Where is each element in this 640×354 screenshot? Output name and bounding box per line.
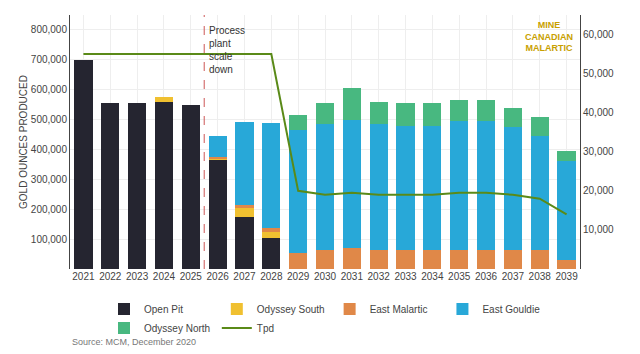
svg-text:2026: 2026 <box>207 271 230 282</box>
svg-text:East Gouldie: East Gouldie <box>482 304 540 315</box>
svg-text:2032: 2032 <box>368 271 391 282</box>
svg-text:600,000: 600,000 <box>31 84 68 95</box>
svg-text:2036: 2036 <box>475 271 498 282</box>
svg-text:10,000: 10,000 <box>583 224 614 235</box>
svg-text:2033: 2033 <box>394 271 417 282</box>
svg-text:2025: 2025 <box>180 271 203 282</box>
svg-text:East Malartic: East Malartic <box>370 304 428 315</box>
svg-text:700,000: 700,000 <box>31 54 68 65</box>
svg-text:2029: 2029 <box>287 271 310 282</box>
svg-text:2021: 2021 <box>72 271 95 282</box>
svg-text:2038: 2038 <box>529 271 552 282</box>
svg-text:2035: 2035 <box>448 271 471 282</box>
svg-text:60,000: 60,000 <box>583 29 614 40</box>
svg-text:MINECANADIANMALARTIC: MINECANADIANMALARTIC <box>525 20 573 53</box>
svg-text:2034: 2034 <box>421 271 444 282</box>
svg-text:2028: 2028 <box>260 271 283 282</box>
svg-text:Processplantscaledown: Processplantscaledown <box>209 25 245 75</box>
svg-text:50,000: 50,000 <box>583 68 614 79</box>
svg-text:2037: 2037 <box>502 271 525 282</box>
svg-text:2022: 2022 <box>99 271 122 282</box>
svg-text:Odyssey North: Odyssey North <box>144 323 210 334</box>
svg-text:40,000: 40,000 <box>583 107 614 118</box>
svg-text:200,000: 200,000 <box>31 204 68 215</box>
svg-text:2024: 2024 <box>153 271 176 282</box>
svg-text:2031: 2031 <box>341 271 364 282</box>
svg-text:500,000: 500,000 <box>31 114 68 125</box>
svg-text:400,000: 400,000 <box>31 144 68 155</box>
svg-text:800,000: 800,000 <box>31 24 68 35</box>
svg-text:Source: MCM, December 2020: Source: MCM, December 2020 <box>72 337 196 347</box>
svg-text:2027: 2027 <box>233 271 256 282</box>
svg-text:300,000: 300,000 <box>31 174 68 185</box>
svg-text:GOLD OUNCES PRODUCED: GOLD OUNCES PRODUCED <box>18 75 29 209</box>
svg-text:Odyssey South: Odyssey South <box>257 304 325 315</box>
svg-text:100,000: 100,000 <box>31 234 68 245</box>
svg-text:20,000: 20,000 <box>583 185 614 196</box>
svg-text:Tpd: Tpd <box>257 323 274 334</box>
svg-text:Open Pit: Open Pit <box>144 304 183 315</box>
svg-text:2030: 2030 <box>314 271 337 282</box>
svg-text:30,000: 30,000 <box>583 146 614 157</box>
svg-text:2023: 2023 <box>126 271 149 282</box>
svg-text:2039: 2039 <box>555 271 578 282</box>
